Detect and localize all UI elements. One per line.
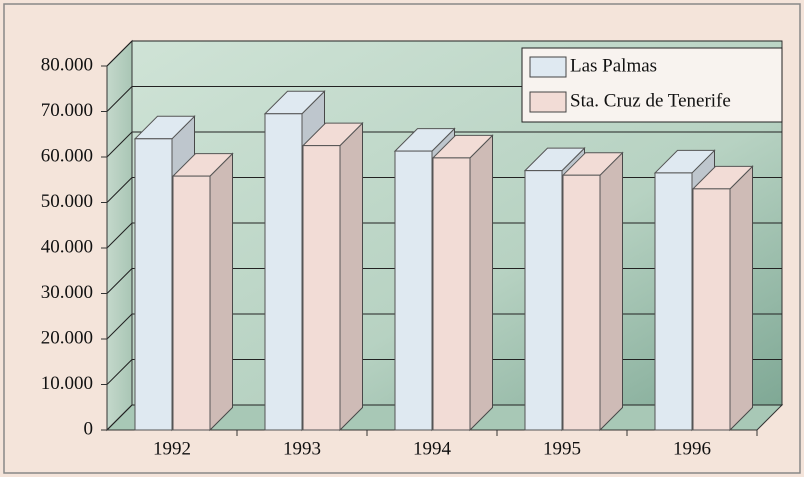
y-tick-label: 50.000	[41, 191, 93, 212]
y-tick-label: 80.000	[41, 54, 93, 75]
legend-label: Sta. Cruz de Tenerife	[570, 90, 731, 111]
bar	[264, 113, 303, 431]
bar-side	[729, 165, 753, 432]
x-tick-label: 1995	[543, 438, 581, 459]
bar	[432, 157, 471, 431]
legend-swatch	[529, 91, 567, 113]
x-tick-label: 1994	[413, 438, 452, 459]
bar	[134, 138, 173, 431]
legend-label: Las Palmas	[570, 55, 657, 76]
bar	[394, 150, 433, 431]
bar	[562, 174, 601, 431]
y-tick-label: 20.000	[41, 327, 93, 348]
bar	[524, 170, 563, 431]
y-tick-label: 60.000	[41, 145, 93, 166]
x-tick-label: 1993	[283, 438, 321, 459]
x-tick-label: 1996	[673, 438, 711, 459]
y-tick-label: 70.000	[41, 100, 93, 121]
bar	[302, 145, 341, 431]
x-tick-label: 1992	[153, 438, 191, 459]
bar-side	[209, 152, 233, 432]
bar	[654, 172, 693, 431]
y-tick-label: 40.000	[41, 236, 93, 257]
grid-line	[106, 131, 782, 158]
bar	[172, 175, 211, 431]
bar-side	[339, 121, 363, 432]
y-tick-label: 0	[84, 418, 94, 439]
y-tick-label: 30.000	[41, 282, 93, 303]
bar-side	[599, 151, 623, 432]
bar	[692, 188, 731, 431]
y-tick-label: 10.000	[41, 373, 93, 394]
bar-side	[469, 134, 493, 432]
legend-swatch	[529, 56, 567, 78]
grid-line	[106, 40, 782, 67]
